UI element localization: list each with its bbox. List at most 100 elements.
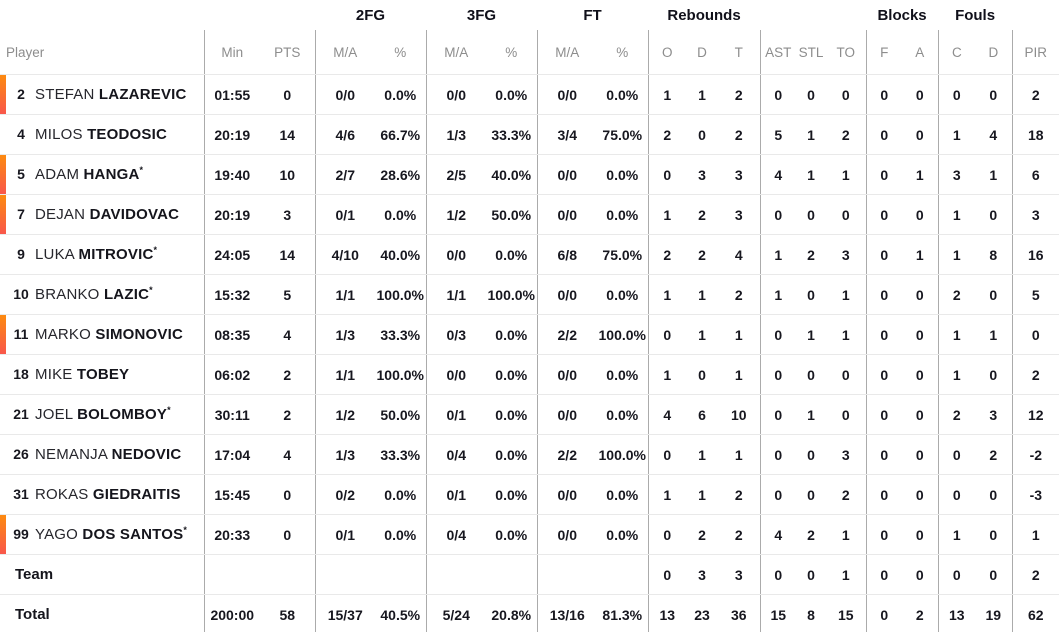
stl-cell: 1 bbox=[796, 394, 827, 435]
pir-cell: 18 bbox=[1012, 114, 1059, 155]
player-cell: 10 BRANKO LAZIC* bbox=[0, 274, 205, 315]
reb-t-cell: 1 bbox=[718, 314, 761, 355]
ft-ma-cell: 0/0 bbox=[537, 154, 597, 195]
2fg-ma-cell: 2/7 bbox=[315, 154, 375, 195]
player-name-link[interactable]: LUKA MITROVIC* bbox=[35, 245, 157, 263]
player-name-link[interactable]: MARKO SIMONOVIC bbox=[35, 326, 183, 343]
column-header-ast: AST bbox=[760, 30, 797, 75]
player-name-link[interactable]: ADAM HANGA* bbox=[35, 165, 143, 183]
2fg-ma-cell: 0/0 bbox=[315, 74, 375, 115]
group-spacer bbox=[0, 0, 315, 30]
3fg-pct-cell bbox=[486, 554, 538, 595]
player-name-link[interactable]: JOEL BOLOMBOY* bbox=[35, 405, 171, 423]
jersey-number: 11 bbox=[13, 325, 29, 342]
player-cell: 26 NEMANJA NEDOVIC bbox=[0, 434, 205, 475]
team-label-cell: Team bbox=[0, 554, 205, 595]
to-cell: 2 bbox=[826, 114, 867, 155]
pts-cell bbox=[260, 554, 316, 595]
reb-t-cell: 2 bbox=[718, 514, 761, 555]
column-header-pts: PTS bbox=[260, 30, 316, 75]
block-a-cell: 0 bbox=[902, 394, 939, 435]
player-name-link[interactable]: MIKE TOBEY bbox=[35, 366, 129, 383]
ft-ma-cell: 0/0 bbox=[537, 514, 597, 555]
ft-ma-cell bbox=[537, 554, 597, 595]
reb-t-cell: 2 bbox=[718, 474, 761, 515]
player-last-name: LAZIC bbox=[103, 285, 150, 303]
2fg-ma-cell: 0/1 bbox=[315, 194, 375, 235]
player-name-link[interactable]: STEFAN LAZAREVIC bbox=[35, 86, 187, 103]
foul-c-cell: 3 bbox=[938, 154, 976, 195]
pir-cell: 3 bbox=[1012, 194, 1059, 235]
stl-cell: 8 bbox=[807, 606, 815, 623]
player-name-link[interactable]: NEMANJA NEDOVIC bbox=[35, 446, 181, 463]
3fg-pct-cell: 50.0% bbox=[486, 194, 538, 235]
player-cell: 2 STEFAN LAZAREVIC bbox=[0, 74, 205, 115]
ft-pct-cell: 0.0% bbox=[597, 394, 649, 435]
group-header-rebounds: Rebounds bbox=[667, 6, 741, 24]
table-row: 11 MARKO SIMONOVIC 08:35 4 1/3 33.3% 0/3 0.0% 2/… bbox=[0, 314, 1059, 355]
foul-d-cell: 0 bbox=[975, 514, 1013, 555]
reb-o-cell: 2 bbox=[648, 114, 687, 155]
stl-cell: 0 bbox=[796, 354, 827, 395]
reb-d-cell: 1 bbox=[686, 314, 719, 355]
block-f-cell: 0 bbox=[866, 114, 903, 155]
reb-t-cell: 2 bbox=[718, 274, 761, 315]
player-last-name: MITROVIC bbox=[78, 245, 154, 263]
foul-d-cell: 0 bbox=[975, 194, 1013, 235]
3fg-ma-cell: 0/0 bbox=[426, 74, 486, 115]
column-header-3fg-ma: M/A bbox=[426, 30, 486, 75]
min-cell bbox=[204, 554, 260, 595]
jersey-number: 31 bbox=[13, 485, 29, 502]
player-name-link[interactable]: ROKAS GIEDRAITIS bbox=[35, 486, 181, 503]
reb-t-cell: 2 bbox=[718, 114, 761, 155]
foul-c-cell: 1 bbox=[938, 194, 976, 235]
to-cell: 1 bbox=[826, 554, 867, 595]
jersey-number: 18 bbox=[13, 365, 29, 382]
foul-c-cell: 0 bbox=[938, 434, 976, 475]
foul-c-cell: 0 bbox=[938, 554, 976, 595]
block-f-cell: 0 bbox=[866, 314, 903, 355]
foul-d-cell: 1 bbox=[975, 154, 1013, 195]
reb-t-cell: 3 bbox=[718, 194, 761, 235]
player-last-name: SIMONOVIC bbox=[95, 325, 184, 343]
ft-pct-cell: 100.0% bbox=[597, 314, 649, 355]
to-cell: 0 bbox=[826, 74, 867, 115]
team-row: Team 0 3 3 0 0 1 0 0 0 0 2 bbox=[0, 554, 1059, 595]
pts-cell: 58 bbox=[260, 594, 316, 632]
ft-pct-cell: 0.0% bbox=[597, 474, 649, 515]
2fg-ma-cell: 0/2 bbox=[315, 474, 375, 515]
pir-cell: 2 bbox=[1012, 74, 1059, 115]
player-name-link[interactable]: BRANKO LAZIC* bbox=[35, 285, 153, 303]
starter-asterisk: * bbox=[183, 524, 188, 535]
column-header-foul-c: C bbox=[938, 30, 976, 75]
player-first-name: MARKO bbox=[35, 325, 92, 343]
pts-cell: 4 bbox=[260, 314, 316, 355]
reb-o-cell: 1 bbox=[648, 194, 687, 235]
ft-pct-cell: 75.0% bbox=[597, 234, 649, 275]
player-name-link[interactable]: YAGO DOS SANTOS* bbox=[35, 524, 188, 543]
player-last-name: BOLOMBOY bbox=[77, 405, 168, 423]
foul-c-cell: 2 bbox=[938, 274, 976, 315]
block-a-cell: 0 bbox=[902, 514, 939, 555]
group-header-3fg: 3FG bbox=[466, 6, 497, 24]
jersey-number: 7 bbox=[17, 205, 25, 222]
table-row: 21 JOEL BOLOMBOY* 30:11 2 1/2 50.0% 0/1 0.0% 0/0… bbox=[0, 394, 1059, 435]
min-cell: 15:32 bbox=[204, 274, 260, 315]
foul-d-cell: 8 bbox=[975, 234, 1013, 275]
block-f-cell: 0 bbox=[866, 194, 903, 235]
player-first-name: BRANKO bbox=[35, 285, 100, 303]
stl-cell: 1 bbox=[796, 114, 827, 155]
on-court-indicator bbox=[0, 315, 6, 354]
player-name-link[interactable]: DEJAN DAVIDOVAC bbox=[35, 206, 179, 223]
column-header-to: TO bbox=[826, 30, 867, 75]
3fg-pct-cell: 0.0% bbox=[486, 234, 538, 275]
group-header-row: 2FG 3FG FT Rebounds Blocks Fouls bbox=[0, 0, 1059, 30]
ft-ma-cell: 0/0 bbox=[537, 274, 597, 315]
table-row: 7 DEJAN DAVIDOVAC 20:19 3 0/1 0.0% 1/2 50.0% 0/0… bbox=[0, 194, 1059, 235]
ast-cell: 0 bbox=[760, 314, 797, 355]
reb-o-cell: 1 bbox=[648, 74, 687, 115]
pir-cell: 2 bbox=[1012, 354, 1059, 395]
ft-ma-cell: 2/2 bbox=[537, 314, 597, 355]
player-first-name: ADAM bbox=[35, 165, 80, 183]
player-name-link[interactable]: MILOS TEODOSIC bbox=[35, 126, 167, 143]
